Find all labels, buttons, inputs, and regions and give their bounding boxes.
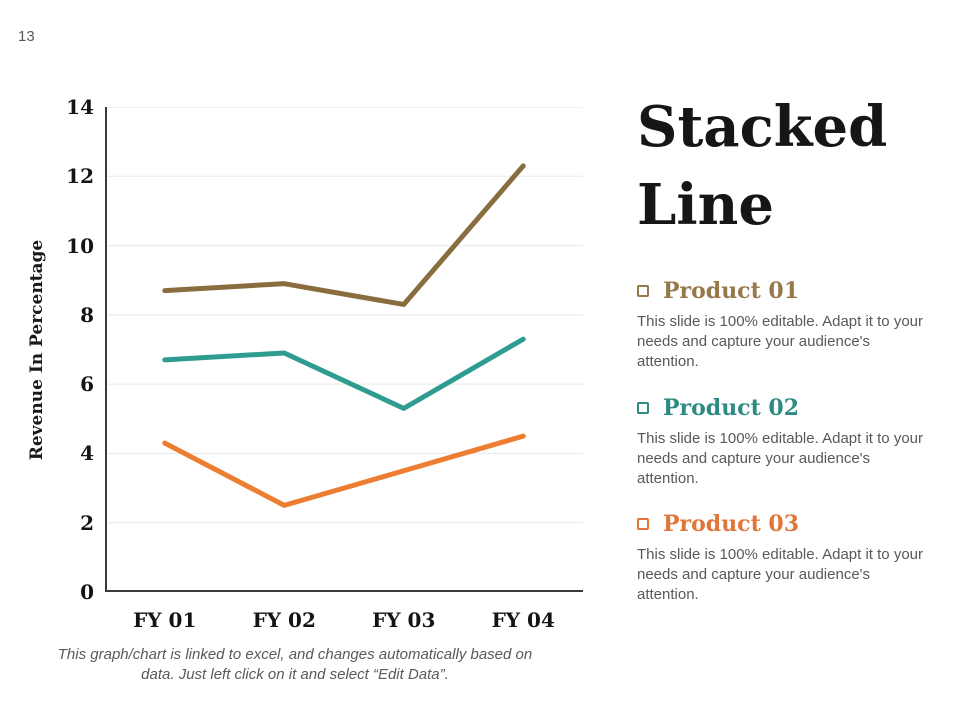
product-section-2: Product 02 This slide is 100% editable. … xyxy=(637,395,937,489)
square-bullet-icon xyxy=(637,518,649,530)
series-line-product-02 xyxy=(162,336,526,411)
product-2-heading: Product 02 xyxy=(637,395,937,421)
x-tick-label: FY 03 xyxy=(372,608,436,632)
product-3-label: Product 03 xyxy=(663,511,800,537)
chart-footnote: This graph/chart is linked to excel, and… xyxy=(57,646,533,683)
page-number: 13 xyxy=(18,28,35,45)
x-tick-label: FY 04 xyxy=(491,608,555,632)
product-3-heading: Product 03 xyxy=(637,511,937,537)
series-line-product-03 xyxy=(162,433,526,508)
product-1-heading: Product 01 xyxy=(637,278,937,304)
product-1-description: This slide is 100% editable. Adapt it to… xyxy=(637,313,923,370)
y-tick-label: 8 xyxy=(80,302,94,327)
series-line-product-01 xyxy=(162,163,526,307)
product-2-description: This slide is 100% editable. Adapt it to… xyxy=(637,430,923,487)
product-section-1: Product 01 This slide is 100% editable. … xyxy=(637,278,937,372)
product-3-description: This slide is 100% editable. Adapt it to… xyxy=(637,546,923,603)
y-tick-label: 0 xyxy=(80,580,94,604)
right-panel: Stacked Line Product 01 This slide is 10… xyxy=(637,0,947,720)
product-1-label: Product 01 xyxy=(663,278,800,304)
y-tick-label: 12 xyxy=(66,164,94,189)
x-tick-label: FY 02 xyxy=(252,608,316,632)
y-tick-label: 10 xyxy=(66,233,94,258)
x-tick-label: FY 01 xyxy=(133,608,197,632)
square-bullet-icon xyxy=(637,402,649,414)
slide-title: Stacked Line xyxy=(637,94,888,238)
y-tick-label: 6 xyxy=(80,372,94,397)
chart-plot xyxy=(105,107,583,592)
y-axis-title: Revenue In Percentage xyxy=(27,239,47,461)
y-tick-label: 14 xyxy=(66,95,94,119)
product-section-3: Product 03 This slide is 100% editable. … xyxy=(637,511,937,605)
product-2-label: Product 02 xyxy=(663,395,800,421)
stacked-line-chart: Revenue In Percentage 0 2 4 6 8 10 12 14 FY 01 F… xyxy=(27,95,583,683)
square-bullet-icon xyxy=(637,285,649,297)
y-tick-label: 4 xyxy=(80,441,94,466)
y-tick-label: 2 xyxy=(80,510,94,535)
